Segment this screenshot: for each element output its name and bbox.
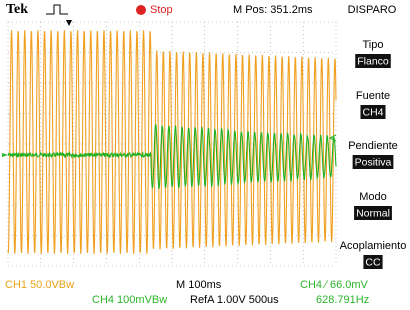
reference-scale: RefA 1.00V 500us: [190, 294, 279, 306]
frequency: 628.791Hz: [316, 294, 369, 306]
menu-value: Normal: [356, 207, 390, 219]
brand: Tek: [6, 2, 28, 17]
menu-label: Fuente: [356, 90, 390, 102]
oscilloscope-screen: Tek Stop M Pos: 351.2ms DISPARO Tipo Flan…: [0, 0, 410, 310]
timebase: M 100ms: [176, 279, 222, 291]
ch1-scale: CH1 50.0VBw: [5, 279, 74, 291]
menu-value: Flanco: [357, 55, 389, 67]
menu-label: Acoplamiento: [340, 240, 407, 252]
trigger-level: CH4 ∕ 66.0mV: [300, 279, 369, 291]
ch4-scale: CH4 100mVBw: [92, 294, 167, 306]
menu-label: Tipo: [363, 39, 384, 51]
horizontal-position: M Pos: 351.2ms: [233, 4, 313, 16]
menu-label: Modo: [359, 191, 387, 203]
run-status: Stop: [150, 4, 173, 16]
stop-indicator: [136, 5, 146, 15]
menu-value: CC: [365, 256, 381, 268]
menu-title: DISPARO: [348, 4, 397, 16]
menu-label: Pendiente: [348, 140, 398, 152]
menu-value: CH4: [362, 106, 383, 118]
menu-value: Positiva: [355, 156, 392, 168]
